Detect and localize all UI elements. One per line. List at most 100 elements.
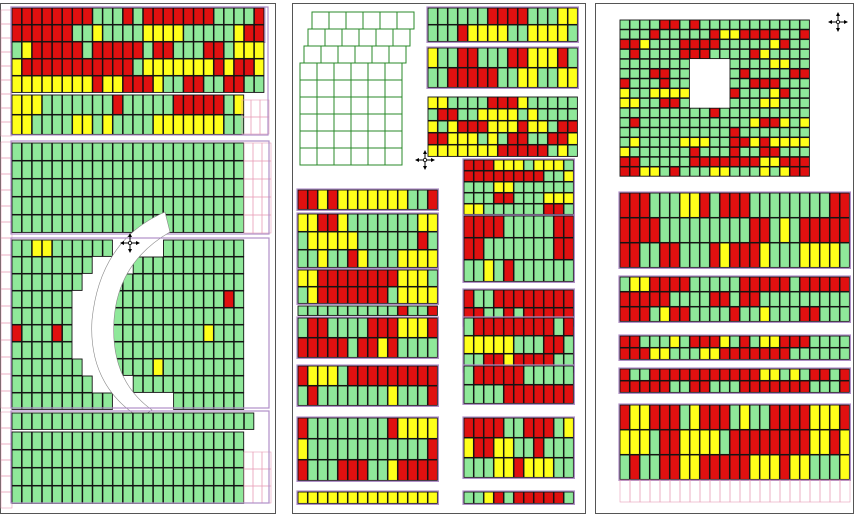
- plot[interactable]: [769, 454, 780, 480]
- plot[interactable]: [473, 457, 484, 478]
- plot[interactable]: [839, 347, 850, 360]
- plot[interactable]: [31, 449, 43, 468]
- plot[interactable]: [142, 485, 154, 504]
- plot[interactable]: [639, 192, 650, 218]
- plot[interactable]: [619, 29, 630, 40]
- plot[interactable]: [779, 127, 790, 138]
- plot[interactable]: [669, 454, 680, 480]
- plot[interactable]: [233, 273, 245, 291]
- plot[interactable]: [839, 217, 850, 243]
- plot[interactable]: [213, 341, 224, 359]
- plot[interactable]: [417, 438, 428, 460]
- plot[interactable]: [203, 485, 214, 504]
- plot[interactable]: [173, 7, 184, 25]
- plot[interactable]: [563, 259, 574, 282]
- plot[interactable]: [679, 454, 690, 480]
- plot[interactable]: [72, 467, 83, 486]
- plot[interactable]: [41, 160, 53, 179]
- plot[interactable]: [709, 166, 720, 177]
- plot[interactable]: [142, 114, 154, 135]
- plot[interactable]: [41, 41, 53, 59]
- plot[interactable]: [152, 7, 164, 25]
- plot[interactable]: [233, 24, 245, 42]
- plot[interactable]: [709, 454, 720, 480]
- plot[interactable]: [819, 276, 830, 292]
- plot[interactable]: [473, 170, 484, 182]
- plot[interactable]: [183, 307, 194, 325]
- plot[interactable]: [473, 215, 484, 238]
- plot[interactable]: [463, 159, 474, 171]
- plot[interactable]: [152, 75, 164, 93]
- plot[interactable]: [122, 358, 134, 376]
- plot[interactable]: [367, 269, 378, 287]
- plot[interactable]: [92, 412, 103, 430]
- plot[interactable]: [739, 127, 750, 138]
- plot[interactable]: [649, 19, 660, 30]
- plot[interactable]: [759, 368, 770, 381]
- plot[interactable]: [619, 78, 630, 89]
- plot[interactable]: [639, 97, 650, 109]
- plot[interactable]: [173, 392, 184, 410]
- plot[interactable]: [173, 142, 184, 161]
- plot[interactable]: [327, 189, 338, 210]
- plot[interactable]: [493, 491, 504, 504]
- plot[interactable]: [517, 96, 528, 109]
- plot[interactable]: [152, 324, 164, 342]
- plot[interactable]: [21, 94, 33, 115]
- plot[interactable]: [347, 317, 358, 338]
- plot[interactable]: [41, 196, 53, 215]
- plot[interactable]: [649, 97, 660, 109]
- plot[interactable]: [669, 29, 680, 40]
- plot[interactable]: [297, 305, 308, 316]
- plot[interactable]: [357, 317, 368, 338]
- plot[interactable]: [719, 107, 730, 118]
- plot[interactable]: [397, 385, 408, 406]
- plot[interactable]: [31, 290, 43, 308]
- plot[interactable]: [649, 68, 660, 79]
- plot[interactable]: [749, 166, 760, 177]
- plot[interactable]: [533, 335, 544, 354]
- plot[interactable]: [203, 375, 214, 393]
- plot[interactable]: [317, 269, 328, 287]
- plot[interactable]: [152, 358, 164, 376]
- plot[interactable]: [357, 213, 368, 232]
- plot[interactable]: [193, 392, 204, 410]
- plot[interactable]: [203, 75, 214, 93]
- plot[interactable]: [769, 39, 780, 50]
- plot[interactable]: [789, 454, 800, 480]
- plot[interactable]: [629, 127, 640, 138]
- plot[interactable]: [629, 166, 640, 177]
- plot[interactable]: [503, 237, 514, 260]
- plot[interactable]: [739, 276, 750, 292]
- plot[interactable]: [233, 392, 245, 410]
- plot[interactable]: [92, 196, 103, 215]
- plot[interactable]: [729, 166, 740, 177]
- plot[interactable]: [122, 178, 134, 197]
- plot[interactable]: [759, 242, 770, 268]
- plot[interactable]: [493, 289, 504, 308]
- plot[interactable]: [799, 380, 810, 393]
- plot[interactable]: [427, 144, 438, 157]
- plot[interactable]: [102, 75, 113, 93]
- plot[interactable]: [799, 19, 810, 30]
- plot[interactable]: [62, 375, 73, 393]
- plot[interactable]: [523, 491, 534, 504]
- plot[interactable]: [659, 48, 670, 60]
- plot[interactable]: [749, 48, 760, 60]
- plot[interactable]: [619, 88, 630, 99]
- plot[interactable]: [203, 114, 214, 135]
- plot[interactable]: [689, 429, 700, 455]
- plot[interactable]: [629, 137, 640, 148]
- plot[interactable]: [649, 242, 660, 268]
- plot[interactable]: [92, 7, 103, 25]
- plot[interactable]: [31, 196, 43, 215]
- plot[interactable]: [759, 19, 770, 30]
- plot[interactable]: [669, 276, 680, 292]
- plot[interactable]: [193, 114, 204, 135]
- plot[interactable]: [327, 459, 338, 481]
- plot[interactable]: [739, 137, 750, 148]
- plot[interactable]: [659, 39, 670, 50]
- plot-block[interactable]: [462, 364, 576, 406]
- plot[interactable]: [527, 120, 538, 133]
- plot[interactable]: [789, 217, 800, 243]
